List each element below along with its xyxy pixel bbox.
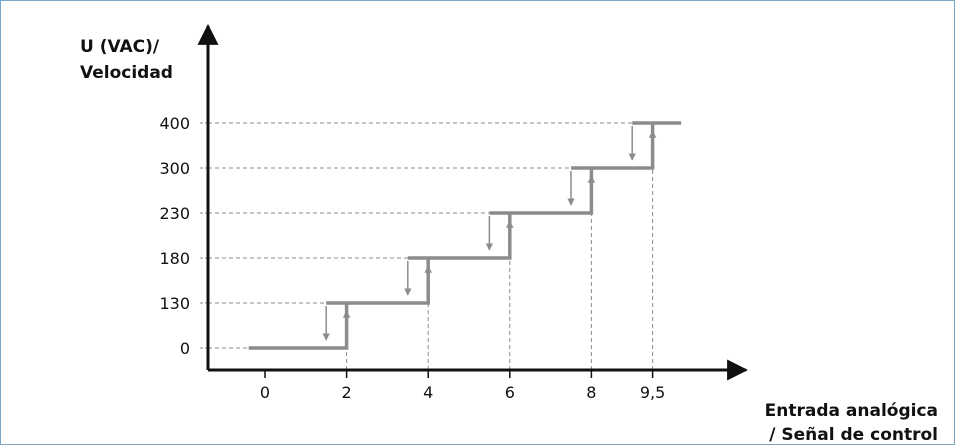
y-tick-label: 130 (159, 294, 190, 313)
step-series-line (248, 121, 682, 350)
series-layer (248, 121, 682, 350)
tick-labels: 0 130 180 230 300 400 0 2 4 6 8 9,5 (159, 114, 665, 402)
y-tick-label: 400 (159, 114, 190, 133)
y-axis-title-line1: U (VAC)/ (80, 37, 160, 57)
x-tick-label: 8 (586, 383, 596, 402)
x-axis-title-line1: Entrada analógica (765, 401, 938, 421)
x-tick-label: 2 (342, 383, 352, 402)
x-tick-label: 6 (505, 383, 515, 402)
axes (197, 23, 749, 381)
y-tick-label: 0 (180, 339, 190, 358)
y-axis-title-line2: Velocidad (80, 63, 173, 83)
y-tick-label: 180 (159, 249, 190, 268)
y-tick-label: 300 (159, 159, 190, 178)
y-tick-label: 230 (159, 204, 190, 223)
x-tick-label: 9,5 (640, 383, 665, 402)
x-tick-label: 0 (260, 383, 270, 402)
x-tick-label: 4 (423, 383, 433, 402)
guide-lines (200, 122, 654, 370)
x-axis-title-line2: / Señal de control (769, 425, 938, 445)
hysteresis-arrows (322, 126, 657, 345)
